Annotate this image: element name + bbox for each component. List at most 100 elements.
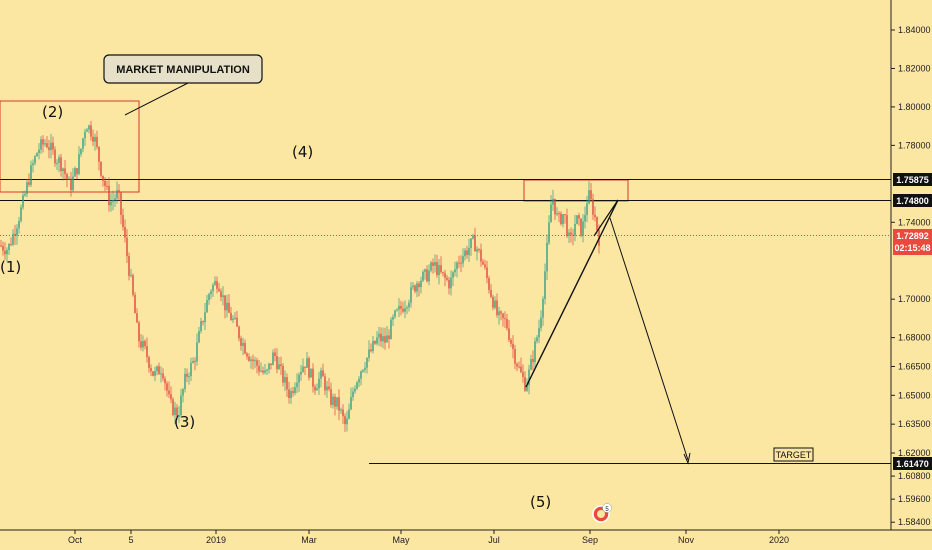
candle-body [160,373,162,375]
candle-body [152,371,154,376]
manipulation-box-right[interactable] [523,179,629,202]
candle-body [492,296,494,308]
candle-body [62,168,64,171]
event-marker-icon[interactable]: 5 [592,503,612,523]
candle-body [192,360,194,363]
candle-body [188,376,190,378]
candle-body [98,146,100,162]
candle-body [360,371,362,379]
candle-body [112,200,114,202]
candle-body [526,385,528,391]
candle-body [222,295,224,298]
candle-body [12,233,14,245]
candle-body [202,321,204,323]
candle-body [170,394,172,400]
candle-body [454,269,456,273]
candle-body [206,300,208,313]
y-tick-label: 1.80000 [898,102,931,112]
candle-body [48,147,50,151]
candle-body [52,142,54,150]
candle-body [382,336,384,342]
candle-body [340,409,342,411]
candle-body [6,250,8,255]
candle-body [314,386,316,391]
candle-body [522,372,524,377]
candle-body [316,388,318,391]
candle-body [116,190,118,199]
candle-body [326,386,328,391]
candle-body [482,261,484,265]
candle-body [204,312,206,323]
candle-body [230,312,232,321]
level-badge-2 [893,194,932,207]
candle-body [434,261,436,266]
manipulation-box-left[interactable] [0,100,140,193]
candle-body [18,221,20,229]
candle-body [420,280,422,288]
candle-body [126,237,128,257]
candle-body [38,149,40,154]
candle-body [402,308,404,312]
candle-body [4,250,6,255]
candle-body [96,136,98,147]
candle-body [358,378,360,383]
candle-body [390,319,392,340]
wedge-lower-line[interactable] [525,199,619,388]
candle-body [334,396,336,407]
candle-body [488,278,490,291]
candle-body [342,409,344,417]
candle-body [452,272,454,278]
candle-body [74,168,76,177]
projection-arrow-line[interactable] [609,217,689,461]
candle-body [2,245,4,251]
y-tick-label: 1.60800 [898,471,931,481]
candle-body [478,249,480,251]
candle-body [42,139,44,145]
candle-body [472,235,474,239]
y-axis-ticks: 1.84000 1.82000 1.80000 1.78000 1.74000 1.700… [891,25,931,527]
candle-body [102,175,104,181]
candle-body [378,333,380,338]
candle-body [296,382,298,388]
candle-body [406,307,408,309]
candle-body [36,153,38,157]
candle-body [178,414,180,417]
x-tick-label: Jul [488,535,500,545]
candle-body [88,125,90,130]
y-tick-label: 1.62000 [898,448,931,458]
candle-body [234,317,236,319]
x-tick-label: Sep [582,535,598,545]
y-tick-label: 1.65000 [898,390,931,400]
candle-body [396,309,398,311]
wedge-upper-line[interactable] [593,199,619,237]
candle-body [288,389,290,398]
candle-body [46,143,48,148]
candle-body [356,382,358,389]
candle-body [376,337,378,344]
candle-body [468,247,470,255]
candle-body [580,218,582,236]
candle-body [76,168,78,174]
candle-body [78,154,80,174]
candle-body [252,359,254,362]
candle-body [328,386,330,390]
target-label: TARGET [776,450,812,460]
candle-body [166,383,168,391]
candle-body [50,142,52,151]
candle-body [480,249,482,262]
candle-body [150,368,152,372]
callout-box[interactable] [103,54,263,84]
wave-label-3: (3) [174,413,195,431]
candle-body [348,409,350,419]
candle-body [542,298,544,318]
candle-body [30,165,32,185]
candle-body [416,283,418,292]
candle-body [532,359,534,363]
candle-body [240,338,242,346]
candle-body [578,215,580,219]
x-tick-label: Nov [678,535,695,545]
candle-body [444,273,446,278]
candle-body [14,233,16,236]
target-label-box[interactable] [773,447,814,462]
